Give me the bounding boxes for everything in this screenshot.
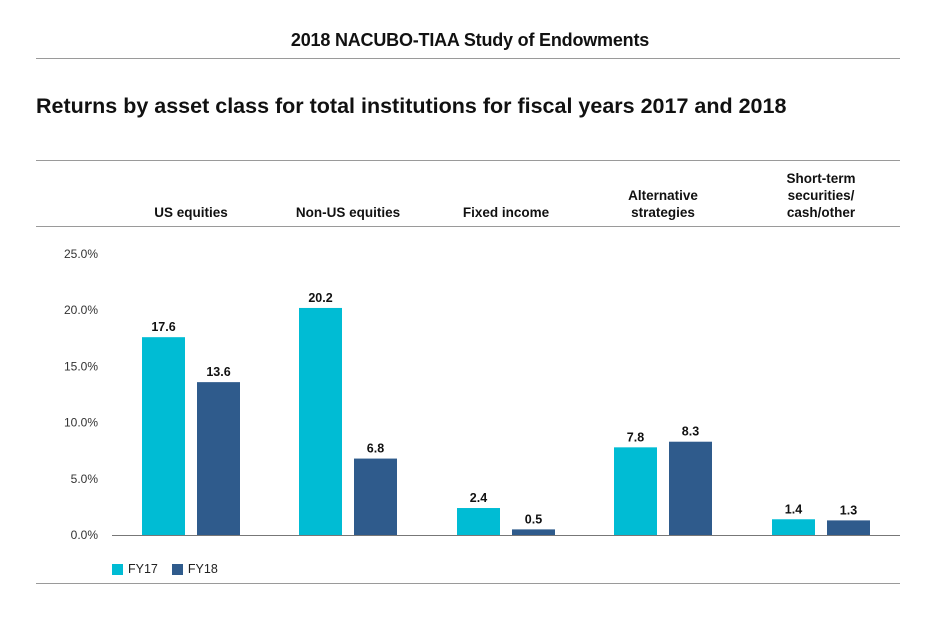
- category-header: Short-term securities/cash/other: [746, 170, 896, 221]
- category-header-line: Short-term: [786, 171, 856, 186]
- y-tick-label: 0.0%: [71, 528, 99, 542]
- data-label: 8.3: [682, 425, 699, 439]
- category-header: Fixed income: [431, 204, 581, 221]
- legend-label: FY18: [187, 562, 218, 576]
- legend-swatch: [171, 563, 183, 575]
- legend-item-fy18: FY18: [171, 562, 218, 576]
- category-header: US equities: [116, 204, 266, 221]
- category-header-line: Fixed income: [462, 205, 550, 220]
- bar-fy17: [614, 447, 657, 535]
- data-label: 17.6: [151, 320, 175, 334]
- bar-fy18: [354, 458, 397, 535]
- data-label: 1.3: [840, 503, 857, 517]
- bar-fy17: [457, 508, 500, 535]
- report-header: 2018 NACUBO-TIAA Study of Endowments: [290, 30, 650, 50]
- category-header-line: strategies: [631, 205, 695, 220]
- y-tick-label: 10.0%: [64, 416, 98, 430]
- legend-swatch: [112, 563, 123, 575]
- bar-fy18: [512, 529, 555, 535]
- category-header-bottom-rule: [36, 226, 900, 227]
- bar-fy17: [142, 337, 185, 535]
- data-label: 20.2: [308, 291, 332, 305]
- chart-title: Returns by asset class for total institu…: [36, 94, 787, 118]
- data-label: 0.5: [525, 512, 542, 526]
- data-label: 2.4: [470, 491, 487, 505]
- data-label: 6.8: [367, 442, 384, 456]
- header-rule: [36, 58, 900, 59]
- category-header-line: securities/: [787, 188, 855, 203]
- category-header-line: Non-US equities: [295, 205, 401, 220]
- bar-fy17: [299, 307, 342, 535]
- bar-fy17: [772, 519, 815, 535]
- data-label: 1.4: [785, 502, 802, 516]
- legend-item-fy17: FY17: [112, 562, 158, 576]
- chart-legend: FY17 FY18: [112, 562, 232, 576]
- category-header-line: US equities: [154, 205, 228, 220]
- legend-label: FY17: [128, 562, 158, 576]
- bar-fy18: [827, 520, 870, 535]
- y-tick-label: 20.0%: [64, 303, 98, 317]
- category-header-top-rule: [36, 160, 900, 161]
- category-header-line: cash/other: [786, 205, 856, 220]
- category-header: Non-US equities: [273, 204, 423, 221]
- category-header: Alternative strategies: [588, 187, 738, 221]
- data-label: 7.8: [627, 430, 644, 444]
- bar-fy18: [669, 441, 712, 535]
- data-label: 13.6: [206, 365, 230, 379]
- y-tick-label: 25.0%: [64, 247, 98, 261]
- y-tick-label: 15.0%: [64, 359, 98, 373]
- y-tick-label: 5.0%: [71, 472, 99, 486]
- category-header-line: Alternative: [628, 188, 698, 203]
- footer-rule: [36, 583, 900, 584]
- bar-fy18: [197, 382, 240, 535]
